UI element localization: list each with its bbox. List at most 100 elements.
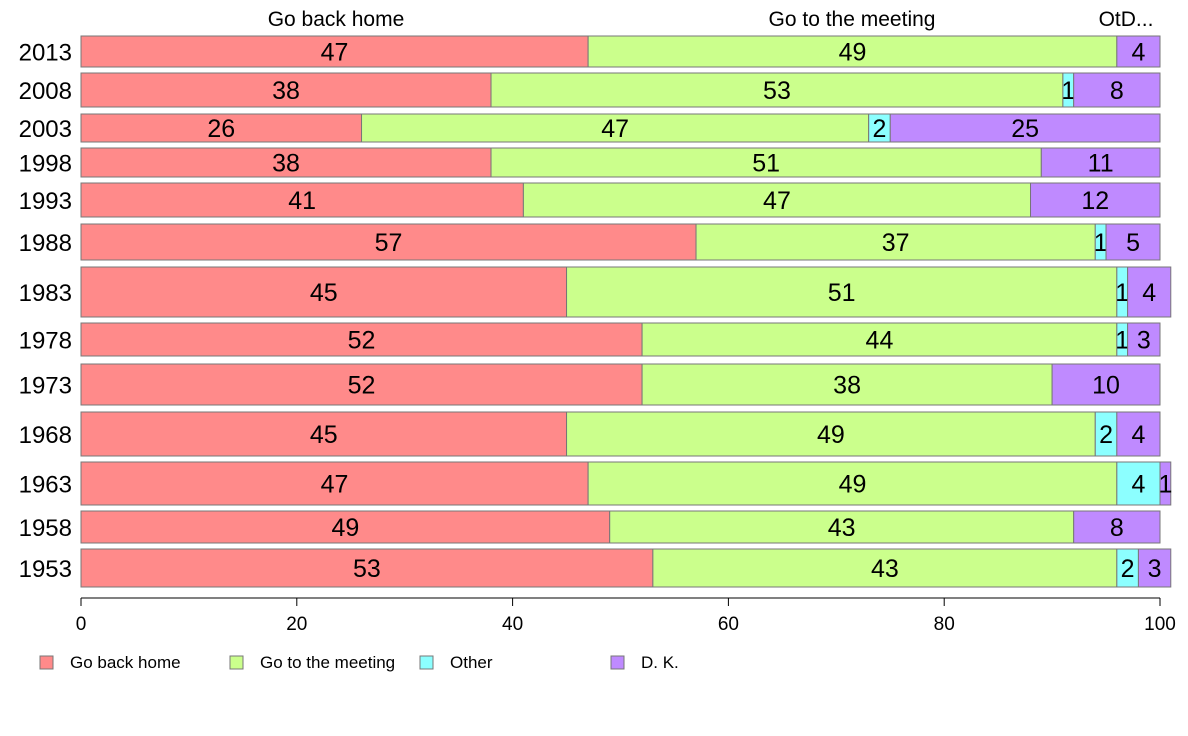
bar-d-k-1993 [1030,182,1161,218]
bar-d-k-1963 [1159,461,1172,506]
data-label-other-1983: 1 [1115,279,1129,307]
bar-other-1963 [1116,461,1161,506]
data-label-go-to-the-meeting-1963: 49 [839,471,867,499]
category-label-2003: 2003 [19,116,72,143]
legend-label-other: Other [450,653,493,672]
bar-go-back-home-2008 [80,72,492,108]
data-label-go-back-home-1998: 38 [272,150,300,178]
bar-d-k-1998 [1040,147,1161,178]
data-label-d-k-1988: 5 [1126,229,1140,257]
bar-d-k-1988 [1105,223,1161,261]
legend-swatch-go-to-the-meeting [229,655,244,670]
data-label-d-k-1978: 3 [1137,327,1151,355]
bar-go-back-home-1953 [80,548,654,588]
bar-go-back-home-1988 [80,223,697,261]
data-label-go-back-home-1968: 45 [310,421,338,449]
top-label-go-to-the-meeting: Go to the meeting [769,8,936,31]
x-tick-label-20: 20 [286,614,307,635]
data-label-go-to-the-meeting-2013: 49 [839,39,867,67]
x-tick-label-0: 0 [76,614,87,635]
data-label-go-to-the-meeting-1983: 51 [828,279,856,307]
data-label-go-to-the-meeting-1998: 51 [752,150,780,178]
data-label-go-back-home-2003: 26 [207,115,235,143]
data-label-go-to-the-meeting-2003: 47 [601,115,629,143]
top-label-other-dk: OtD... [1099,8,1154,31]
bar-d-k-1983 [1127,266,1172,318]
bar-d-k-1978 [1127,322,1161,357]
data-label-other-1988: 1 [1094,229,1108,257]
data-label-other-2003: 2 [873,115,887,143]
data-label-d-k-1993: 12 [1081,187,1109,215]
category-label-1963: 1963 [19,472,72,499]
data-label-other-1963: 4 [1131,471,1145,499]
bar-go-back-home-1973 [80,363,643,406]
data-label-go-to-the-meeting-1973: 38 [833,372,861,400]
data-label-d-k-1953: 3 [1148,555,1162,583]
bar-go-back-home-1998 [80,147,492,178]
bar-go-to-the-meeting-1993 [522,182,1032,218]
data-label-d-k-1968: 4 [1131,421,1145,449]
legend-swatch-go-back-home [39,655,54,670]
data-label-go-to-the-meeting-1968: 49 [817,421,845,449]
top-labels: Go back home Go to the meeting OtD... [268,8,1154,31]
top-label-go-back-home: Go back home [268,8,405,31]
x-tick-label-80: 80 [934,614,955,635]
x-axis: 0 20 40 60 80 100 [76,597,1176,635]
data-label-d-k-1958: 8 [1110,514,1124,542]
data-label-go-to-the-meeting-1978: 44 [866,327,894,355]
data-label-d-k-2003: 25 [1011,115,1039,143]
legend-label-go-to-the-meeting: Go to the meeting [260,653,395,672]
data-label-d-k-1963: 1 [1158,471,1172,499]
data-label-go-to-the-meeting-1953: 43 [871,555,899,583]
bar-go-back-home-1958 [80,510,611,544]
x-tick-label-40: 40 [502,614,523,635]
bar-d-k-1973 [1051,363,1161,406]
x-tick-label-60: 60 [718,614,739,635]
category-label-2013: 2013 [19,40,72,67]
category-label-1998: 1998 [19,151,72,178]
bar-d-k-2013 [1116,35,1161,68]
bar-go-back-home-1968 [80,411,568,457]
data-label-go-back-home-1963: 47 [321,471,349,499]
data-label-go-back-home-1958: 49 [331,514,359,542]
data-label-d-k-2008: 8 [1110,77,1124,105]
bar-go-to-the-meeting-1968 [566,411,1096,457]
bar-d-k-2003 [889,113,1161,143]
data-label-other-2008: 1 [1061,77,1075,105]
bar-go-back-home-1978 [80,322,643,357]
category-label-1978: 1978 [19,328,72,355]
data-label-go-back-home-2008: 38 [272,77,300,105]
data-label-go-back-home-1993: 41 [288,187,316,215]
data-label-go-back-home-1988: 57 [375,229,403,257]
bar-go-to-the-meeting-1998 [490,147,1042,178]
category-label-1973: 1973 [19,373,72,400]
bar-go-to-the-meeting-1973 [641,363,1053,406]
data-label-other-1968: 2 [1099,421,1113,449]
category-label-1953: 1953 [19,556,72,583]
data-label-d-k-1973: 10 [1092,372,1120,400]
bar-go-to-the-meeting-1988 [695,223,1096,261]
legend-swatch-other [419,655,434,670]
category-label-2008: 2008 [19,78,72,105]
bar-go-to-the-meeting-1983 [566,266,1118,318]
legend-label-d-k: D. K. [641,653,679,672]
bar-go-back-home-2013 [80,35,589,68]
data-label-go-back-home-1973: 52 [348,372,376,400]
data-label-go-to-the-meeting-1958: 43 [828,514,856,542]
legend-swatch-d-k [610,655,625,670]
category-label-1988: 1988 [19,230,72,257]
x-tick-label-100: 100 [1144,614,1176,635]
bar-go-to-the-meeting-1963 [587,461,1118,506]
bar-go-to-the-meeting-2008 [490,72,1064,108]
legend: Go back home Go to the meeting Other D. K. [39,653,679,672]
category-label-1993: 1993 [19,188,72,215]
data-label-go-back-home-1983: 45 [310,279,338,307]
bar-go-to-the-meeting-2003 [361,113,870,143]
bar-go-back-home-2003 [80,113,363,143]
data-label-go-back-home-2013: 47 [321,39,349,67]
bar-go-to-the-meeting-1953 [652,548,1118,588]
category-label-1968: 1968 [19,422,72,449]
category-label-1983: 1983 [19,280,72,307]
